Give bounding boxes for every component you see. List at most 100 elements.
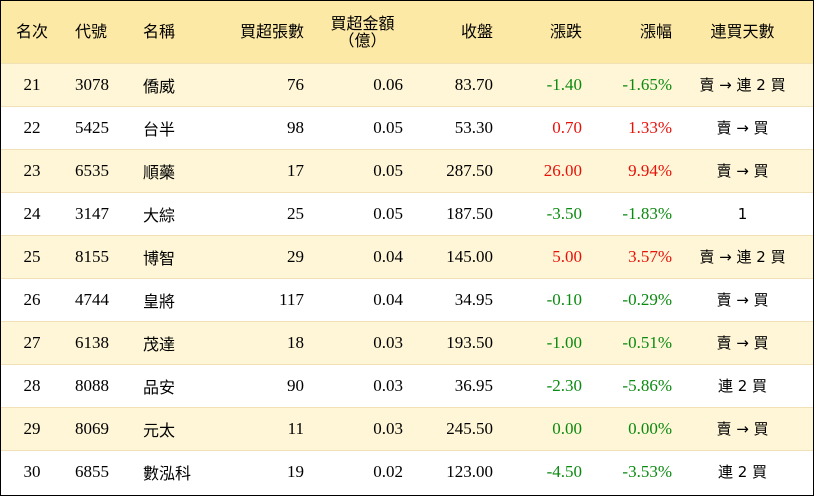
name-cell: 順藥 xyxy=(143,162,176,182)
consecutive-days-cell: 賣 → 買 xyxy=(716,420,769,438)
change-cell: 0.70 xyxy=(552,117,582,137)
code-cell: 6138 xyxy=(75,332,109,352)
net-buy-amount-cell: 0.03 xyxy=(373,332,403,352)
change-cell: 5.00 xyxy=(552,246,582,266)
table-row: 22 5425 台半 98 0.05 53.30 0.70 1.33% 賣 → 買 xyxy=(1,106,813,149)
rank-cell: 22 xyxy=(23,117,41,137)
name-cell: 皇將 xyxy=(143,291,176,311)
code-cell: 8069 xyxy=(75,418,109,438)
consecutive-days-cell: 賣 → 連 2 買 xyxy=(699,248,786,266)
net-buy-amount-cell: 0.05 xyxy=(373,117,403,137)
rank-cell: 28 xyxy=(23,375,41,395)
close-cell: 187.50 xyxy=(446,203,493,223)
change-cell: -1.00 xyxy=(546,332,582,352)
header-net-buy-amount: 買超金額 （億） xyxy=(304,1,403,63)
table-row: 27 6138 茂達 18 0.03 193.50 -1.00 -0.51% 賣 → 買 xyxy=(1,321,813,364)
header-change-pct: 漲幅 xyxy=(639,22,672,42)
net-buy-lots-cell: 25 xyxy=(287,203,304,223)
rank-cell: 25 xyxy=(23,246,41,266)
change-pct-cell: 1.33% xyxy=(628,117,672,137)
net-buy-amount-cell: 0.04 xyxy=(373,289,403,309)
change-cell: -1.40 xyxy=(546,74,582,94)
table-row: 25 8155 博智 29 0.04 145.00 5.00 3.57% 賣 → 連 2 買 xyxy=(1,235,813,278)
change-pct-cell: 0.00% xyxy=(628,418,672,438)
change-cell: -0.10 xyxy=(546,289,582,309)
consecutive-days-cell: 賣 → 買 xyxy=(716,334,769,352)
code-cell: 6855 xyxy=(75,461,109,481)
consecutive-days-cell: 賣 → 買 xyxy=(716,162,769,180)
close-cell: 83.70 xyxy=(454,74,493,94)
change-cell: -2.30 xyxy=(546,375,582,395)
table-row: 29 8069 元太 11 0.03 245.50 0.00 0.00% 賣 → 買 xyxy=(1,407,813,450)
code-cell: 3147 xyxy=(75,203,109,223)
net-buy-lots-cell: 19 xyxy=(287,461,304,481)
close-cell: 193.50 xyxy=(446,332,493,352)
close-cell: 145.00 xyxy=(446,246,493,266)
net-buy-amount-cell: 0.02 xyxy=(373,461,403,481)
consecutive-days-cell: 連 2 買 xyxy=(717,377,768,395)
name-cell: 博智 xyxy=(143,248,176,268)
table-row: 23 6535 順藥 17 0.05 287.50 26.00 9.94% 賣 → 買 xyxy=(1,149,813,192)
rank-cell: 26 xyxy=(23,289,41,309)
change-pct-cell: -1.83% xyxy=(622,203,672,223)
table-row: 28 8088 品安 90 0.03 36.95 -2.30 -5.86% 連 2 買 xyxy=(1,364,813,407)
net-buy-lots-cell: 18 xyxy=(287,332,304,352)
header-net-buy-amount-line1: 買超金額 xyxy=(330,13,395,33)
name-cell: 元太 xyxy=(143,420,176,440)
rank-cell: 29 xyxy=(23,418,41,438)
rank-cell: 21 xyxy=(23,74,41,94)
header-net-buy-lots: 買超張數 xyxy=(239,22,304,42)
net-buy-amount-cell: 0.04 xyxy=(373,246,403,266)
net-buy-lots-cell: 117 xyxy=(279,289,304,309)
change-cell: 26.00 xyxy=(543,160,582,180)
rank-cell: 30 xyxy=(23,461,41,481)
change-pct-cell: 3.57% xyxy=(628,246,672,266)
header-close: 收盤 xyxy=(460,22,493,42)
change-pct-cell: 9.94% xyxy=(628,160,672,180)
code-cell: 3078 xyxy=(75,74,109,94)
change-pct-cell: -3.53% xyxy=(622,461,672,481)
close-cell: 36.95 xyxy=(454,375,493,395)
header-consecutive-days: 連買天數 xyxy=(710,22,775,42)
header-net-buy-amount-line2: （億） xyxy=(338,30,387,50)
change-cell: -3.50 xyxy=(546,203,582,223)
close-cell: 123.00 xyxy=(446,461,493,481)
table-row: 30 6855 數泓科 19 0.02 123.00 -4.50 -3.53% 連 2 買 xyxy=(1,450,813,493)
code-cell: 5425 xyxy=(75,117,109,137)
change-cell: 0.00 xyxy=(552,418,582,438)
table-row: 21 3078 僑威 76 0.06 83.70 -1.40 -1.65% 賣 → 連 2 買 xyxy=(1,63,813,106)
header-rank: 名次 xyxy=(15,22,48,42)
rank-cell: 27 xyxy=(23,332,41,352)
close-cell: 245.50 xyxy=(446,418,493,438)
change-pct-cell: -5.86% xyxy=(622,375,672,395)
consecutive-days-cell: 賣 → 買 xyxy=(716,119,769,137)
code-cell: 8088 xyxy=(75,375,109,395)
consecutive-days-cell: 連 2 買 xyxy=(717,463,768,482)
consecutive-days-cell: 賣 → 買 xyxy=(716,291,769,309)
net-buy-lots-cell: 98 xyxy=(287,117,304,137)
code-cell: 8155 xyxy=(75,246,109,266)
name-cell: 數泓科 xyxy=(143,463,192,483)
code-cell: 4744 xyxy=(75,289,109,309)
rank-cell: 23 xyxy=(23,160,41,180)
net-buy-amount-cell: 0.06 xyxy=(373,74,403,94)
name-cell: 茂達 xyxy=(143,334,176,354)
code-cell: 6535 xyxy=(75,160,109,180)
net-buy-lots-cell: 29 xyxy=(287,246,304,266)
name-cell: 品安 xyxy=(143,377,176,397)
change-cell: -4.50 xyxy=(546,461,582,481)
table-row: 24 3147 大綜 25 0.05 187.50 -3.50 -1.83% 1 xyxy=(1,192,813,235)
change-pct-cell: -0.51% xyxy=(622,332,672,352)
net-buy-lots-cell: 90 xyxy=(287,375,304,395)
net-buy-lots-cell: 17 xyxy=(287,160,304,180)
change-pct-cell: -1.65% xyxy=(622,74,672,94)
header-row: 名次 代號 名稱 買超張數 買超金額 （億） 收盤 漲跌 漲幅 連買天數 xyxy=(1,1,813,63)
name-cell: 僑威 xyxy=(143,76,176,96)
change-pct-cell: -0.29% xyxy=(622,289,672,309)
net-buy-amount-cell: 0.05 xyxy=(373,160,403,180)
net-buy-amount-cell: 0.03 xyxy=(373,418,403,438)
header-change: 漲跌 xyxy=(549,22,582,42)
name-cell: 台半 xyxy=(143,119,176,139)
